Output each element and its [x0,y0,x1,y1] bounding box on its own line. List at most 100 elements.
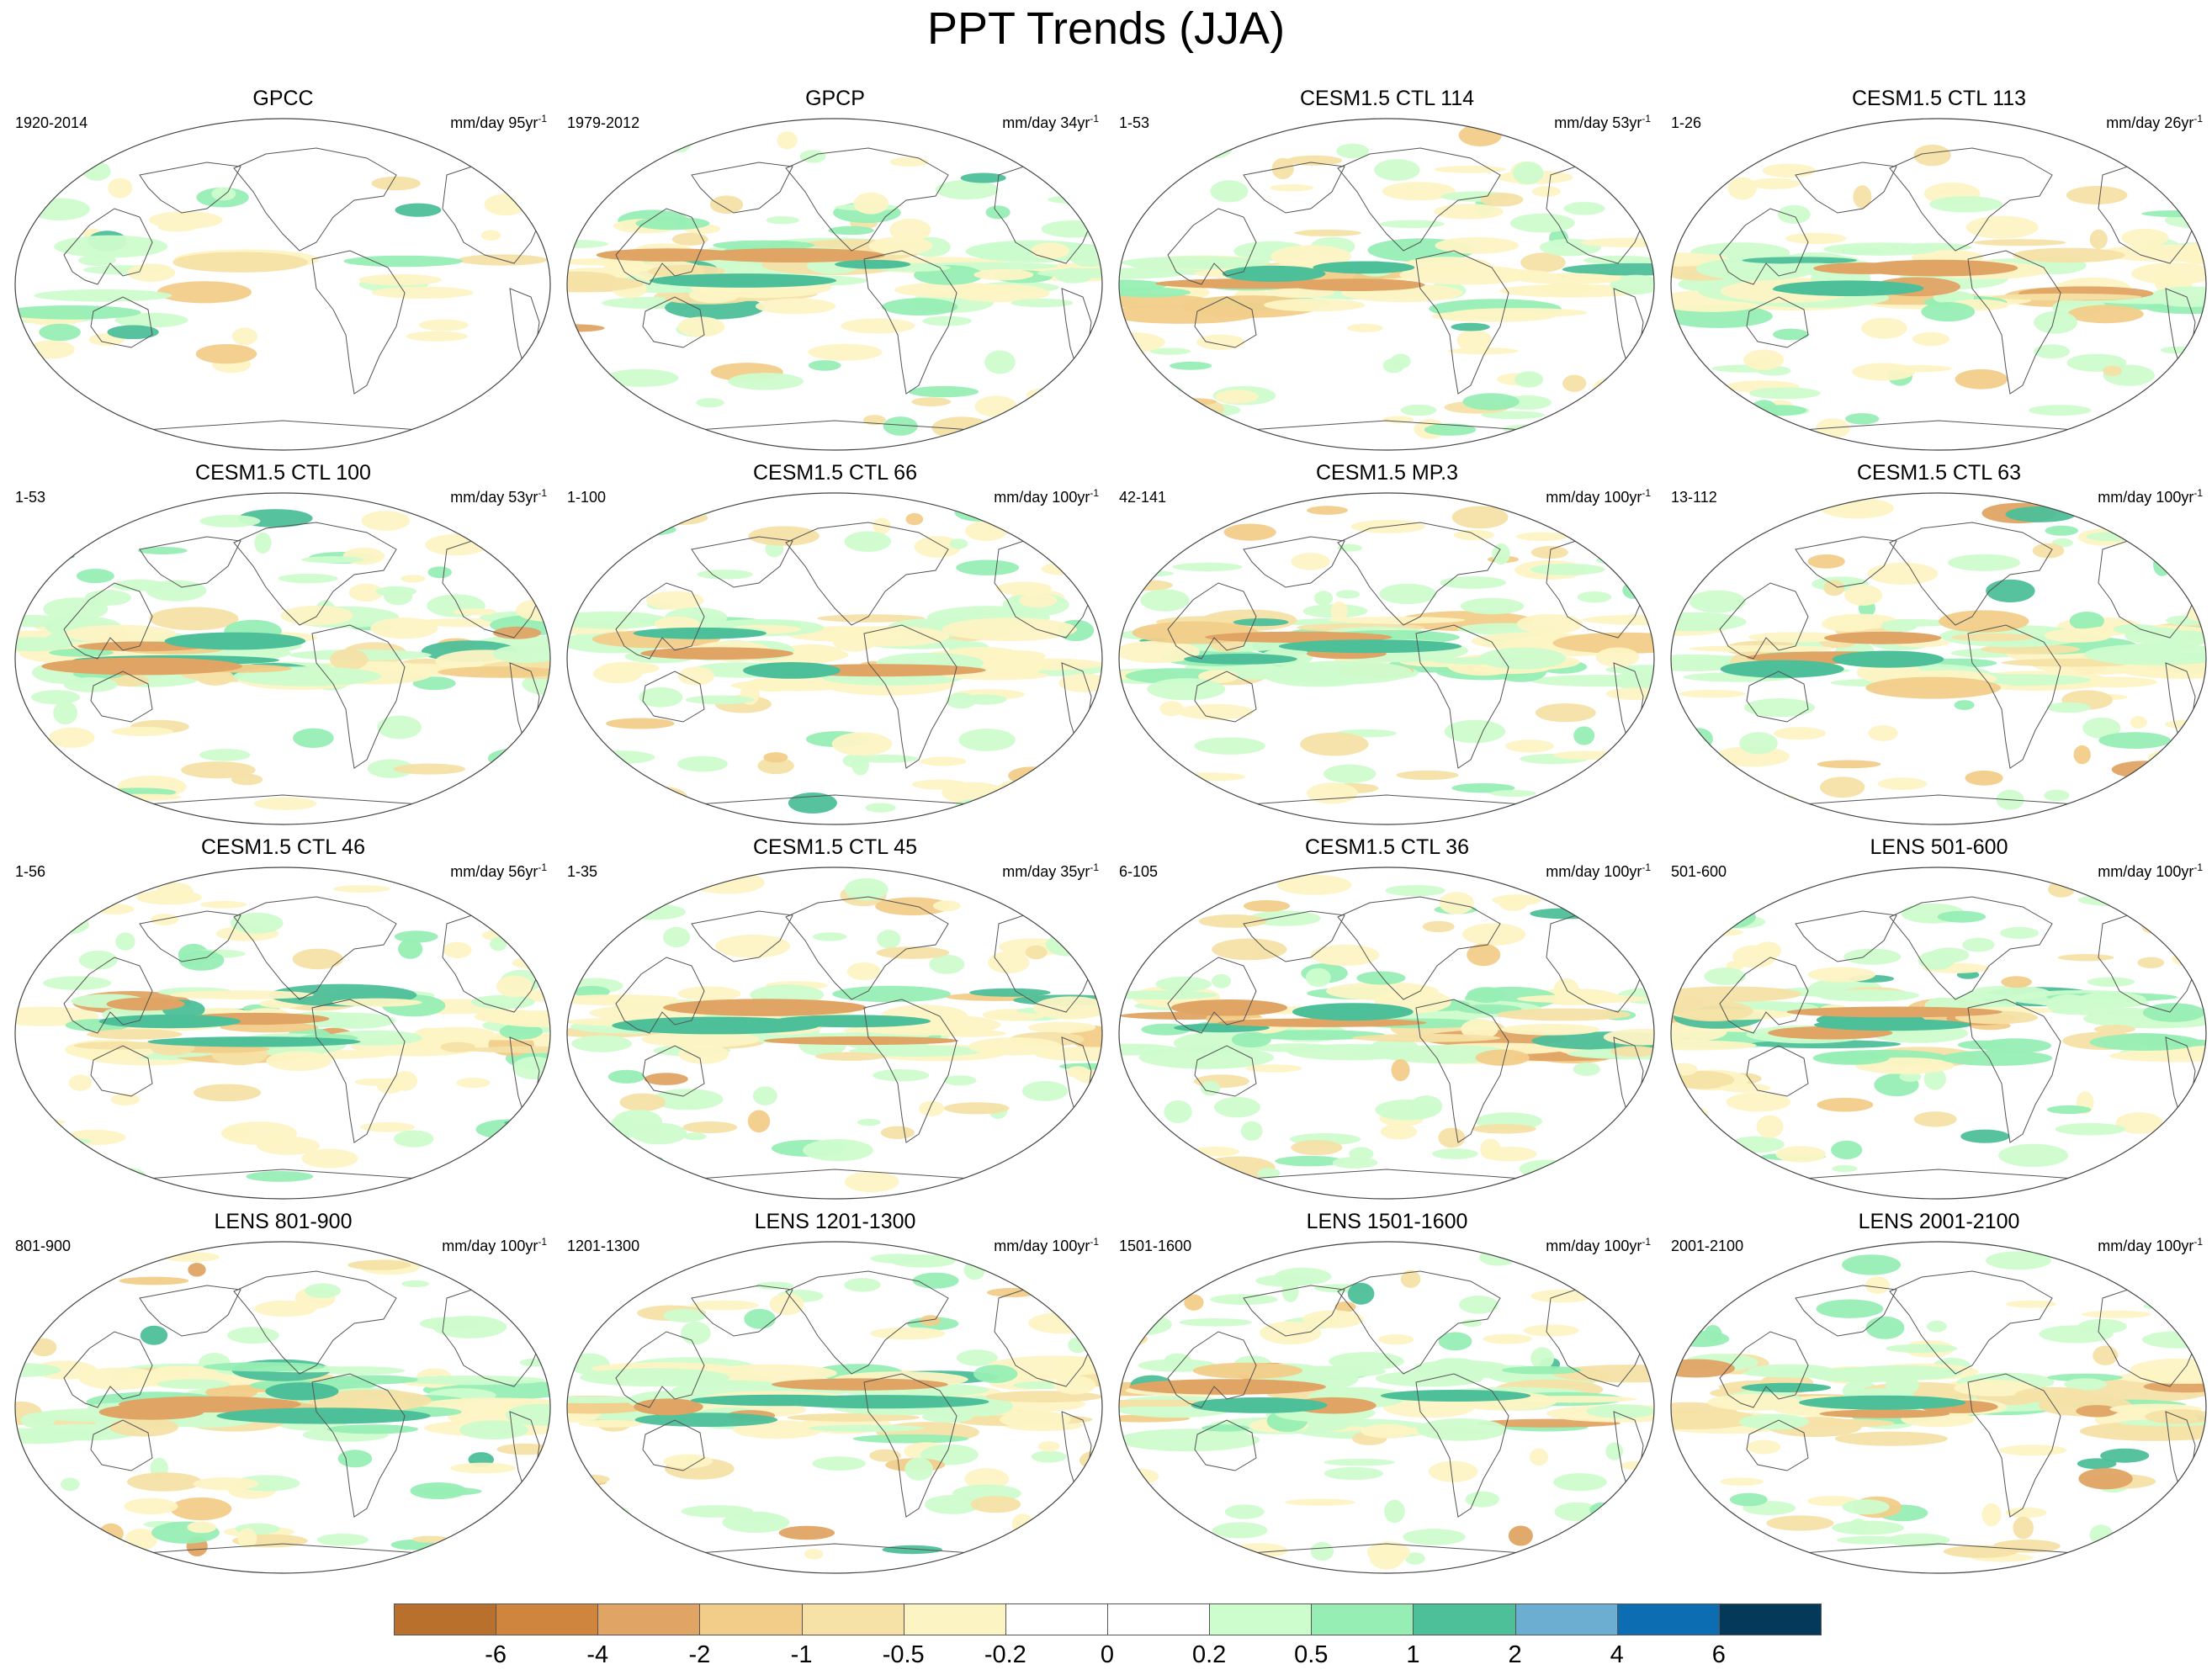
anomaly-blob [987,1287,1038,1297]
anomaly-blob [1447,347,1519,355]
anomaly-blob [17,1131,50,1148]
anomaly-blob [1552,750,1624,760]
anomaly-blob [1530,908,1605,920]
anomaly-blob [2130,716,2147,729]
anomaly-blob [347,1259,411,1270]
anomaly-blob [170,1497,232,1521]
anomaly-blob [1509,213,1575,233]
anomaly-blob [571,1035,632,1052]
anomaly-blob [1184,1294,1204,1311]
anomaly-blob [1671,612,1747,632]
anomaly-blob [766,216,799,225]
anomaly-blob [1742,257,1857,264]
anomaly-blob [1281,1280,1299,1302]
anomaly-blob [127,263,176,282]
colorbar-swatch [903,1603,1006,1635]
colorbar-tick-label: -4 [586,1641,609,1668]
anomaly-blob [1748,1364,1834,1377]
anomaly-blob [1458,124,1502,146]
anomaly-blob [567,324,605,332]
anomaly-blob [970,1496,1021,1513]
anomaly-blob [631,1169,690,1177]
anomaly-blob [505,1403,550,1426]
anomaly-blob [1865,676,2001,699]
coastline [63,582,153,660]
panel-units-label: mm/day 100yr [2098,863,2194,880]
equatorial-band [147,1036,361,1047]
panel-units-label: mm/day 100yr [1546,1238,1642,1254]
coastline [691,910,793,962]
anomaly-blob [1356,971,1406,985]
panel-units-label: mm/day 56yr [450,863,538,880]
anomaly-blob [911,397,952,406]
anomaly-blob [2141,1331,2206,1349]
anomaly-blob [1435,236,1520,254]
anomaly-blob [1374,159,1420,181]
anomaly-blob [1921,302,1976,322]
anomaly-blob [459,1420,528,1440]
coastline [863,1373,957,1518]
anomaly-blob [406,331,469,342]
anomaly-blob [1610,172,1654,197]
anomaly-blob [1119,294,1210,308]
panel-units-label: mm/day 53yr [1554,114,1642,131]
coastline [1889,1270,2053,1375]
anomaly-blob [1831,1140,1863,1159]
anomaly-blob [592,1505,629,1520]
anomaly-blob [1440,576,1506,589]
coastline [691,1285,793,1337]
anomaly-blob [221,1121,297,1145]
anomaly-blob [2173,1497,2206,1508]
anomaly-blob [933,900,961,912]
anomaly-blob [882,1545,942,1555]
anomaly-blob [1589,1502,1615,1519]
panel-period: 2001-2100 [1671,1238,1744,1254]
anomaly-blob [393,763,466,775]
anomaly-blob [2130,262,2206,285]
anomaly-blob [2044,628,2112,643]
anomaly-blob [1523,1324,1579,1337]
anomaly-blob [567,240,609,248]
anomaly-blob [1057,803,1092,814]
anomaly-blob [2073,745,2091,765]
anomaly-blob [1198,136,1233,159]
panel-units-exponent: -1 [1642,1236,1651,1248]
equatorial-band [1824,631,1942,644]
anomaly-blob [1212,973,1232,989]
coastline [615,420,1054,437]
anomaly-blob [576,523,617,543]
equatorial-band [596,248,741,262]
map-border [14,1241,551,1574]
anomaly-blob [15,1126,32,1145]
anomaly-blob [343,255,464,268]
anomaly-blob [124,1497,178,1515]
anomaly-blob [231,327,257,346]
anomaly-blob [1865,1316,1905,1339]
equatorial-band [1380,1390,1531,1402]
anomaly-blob [663,926,691,948]
coastline [233,1270,397,1375]
anomaly-blob [677,666,714,686]
anomaly-blob [1330,601,1348,622]
anomaly-blob [1243,900,1291,912]
anomaly-blob [1212,1522,1268,1539]
anomaly-blob [578,791,624,814]
anomaly-blob [1011,299,1074,308]
anomaly-blob [309,1389,432,1412]
anomaly-blob [1382,182,1456,201]
anomaly-blob [512,957,550,969]
anomaly-blob [199,515,261,527]
precip-anomaly-field [1671,881,2206,1185]
anomaly-blob [1744,698,1815,718]
anomaly-blob [1481,1147,1537,1162]
colorbar-swatch [496,1603,599,1635]
anomaly-blob [2087,977,2135,987]
coastline [233,896,397,1000]
anomaly-blob [107,325,159,340]
panel-period: 1-26 [1671,114,1702,131]
anomaly-blob [1025,945,1048,960]
anomaly-blob [324,1375,418,1385]
panel-units: mm/day 100yr-1 [1546,858,1651,881]
anomaly-blob [1121,256,1270,269]
anomaly-blob [48,501,68,525]
